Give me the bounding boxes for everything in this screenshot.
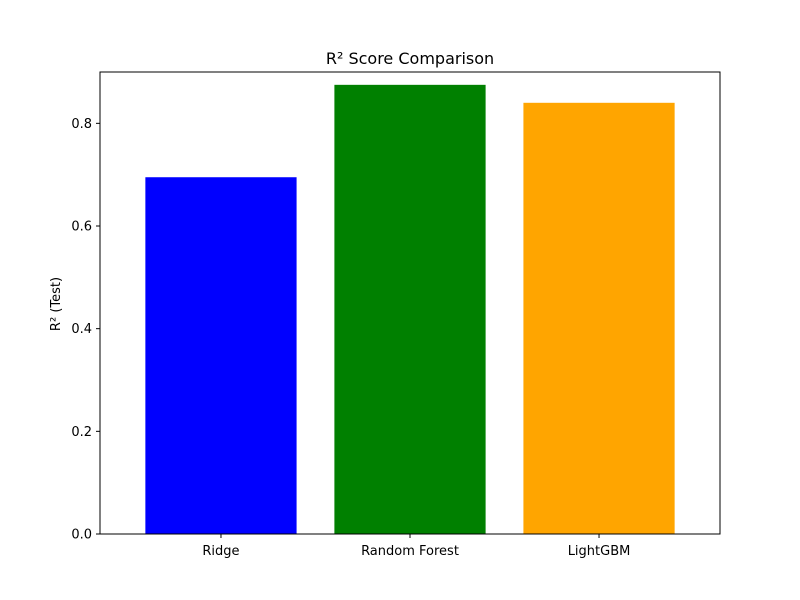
bar-ridge [145, 177, 297, 534]
x-tick-label: LightGBM [568, 544, 631, 559]
chart-title: R² Score Comparison [326, 49, 494, 68]
y-tick-label: 0.8 [71, 117, 92, 132]
bar-lightgbm [523, 102, 675, 535]
y-tick-label: 0.2 [71, 425, 92, 440]
plot-frame [99, 71, 721, 535]
bars-group [145, 84, 675, 535]
x-tick-label: Random Forest [361, 544, 459, 559]
x-tick-label: Ridge [202, 544, 239, 559]
y-tick-label: 0.6 [71, 220, 92, 235]
x-axis-ticks: Ridge Random Forest LightGBM [202, 534, 630, 559]
y-axis-ticks: 0.0 0.2 0.4 0.6 0.8 [71, 117, 100, 543]
y-tick-label: 0.4 [71, 322, 92, 337]
y-tick-label: 0.0 [71, 528, 92, 543]
bar-random-forest [334, 84, 486, 534]
y-axis-label: R² (Test) [49, 277, 64, 331]
